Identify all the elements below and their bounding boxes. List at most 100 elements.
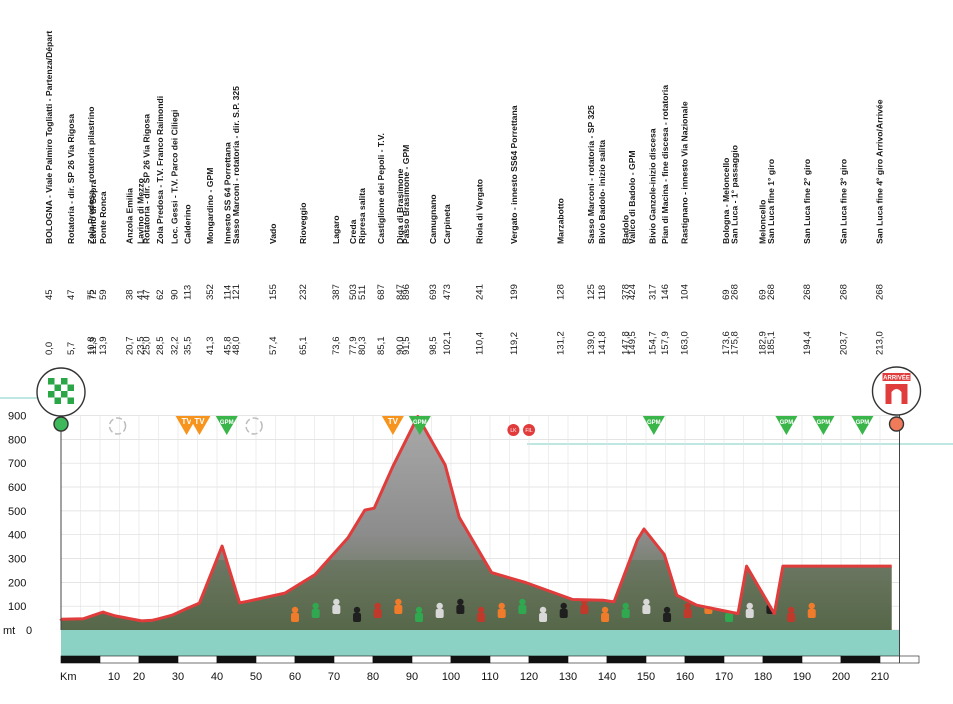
km-strip-segment	[411, 655, 452, 664]
waypoint-km: 45,8	[223, 337, 234, 356]
waypoint-km: 85,1	[376, 337, 387, 356]
waypoint-altitude: 72	[88, 289, 99, 300]
waypoint-altitude: 41	[136, 289, 147, 300]
waypoint-name: Marzabotto	[556, 198, 566, 244]
waypoint-name: Vado	[268, 223, 278, 244]
gpm-marker-label: GPM	[817, 420, 831, 426]
waypoint-altitude: 90	[170, 289, 181, 300]
rider-body	[311, 609, 320, 618]
x-tick-label: 10	[108, 671, 120, 683]
waypoint-km: 173,6	[721, 331, 732, 355]
rider-head	[498, 602, 505, 610]
rider-body	[663, 613, 672, 622]
waypoint-altitude: 352	[205, 284, 216, 300]
rider-head	[519, 598, 526, 606]
waypoint-altitude: 847	[395, 284, 406, 300]
waypoint-name: Ripresa salita	[357, 188, 367, 244]
waypoint-altitude: 424	[627, 284, 638, 300]
rider-head	[746, 602, 753, 610]
y-axis-unit: mt	[3, 625, 15, 637]
waypoint-name: Bivio Badolo- inizio salita	[597, 140, 607, 244]
waypoint-name: Rastignano - innesto Via Nazionale	[680, 101, 690, 244]
rider-body	[435, 609, 444, 618]
km-strip-segment	[567, 655, 608, 664]
waypoint-km: 110,4	[475, 332, 486, 355]
y-tick-label: 0	[26, 625, 32, 637]
tv-marker-label: TV	[181, 417, 192, 426]
rider-head	[436, 602, 443, 610]
waypoint-km: 25,0	[142, 337, 153, 356]
waypoint-km: 0,0	[44, 342, 55, 355]
rider-body	[394, 605, 403, 614]
waypoint-km: 20,7	[125, 337, 136, 356]
waypoint-altitude: 113	[182, 285, 193, 300]
waypoint-km: 13,9	[98, 337, 109, 356]
rider-head	[477, 606, 485, 614]
waypoint-name: San Luca - 1° passaggio	[730, 145, 740, 244]
waypoint-name: Mongardino - GPM	[205, 168, 215, 244]
checker-cell	[48, 391, 55, 398]
gpm-marker	[812, 416, 835, 435]
waypoint-name: BOLOGNA - Viale Palmiro Togliatti - Part…	[44, 31, 54, 244]
waypoint-altitude: 503	[348, 284, 359, 300]
waypoint-km: 41,3	[205, 337, 216, 356]
rider-body	[291, 613, 299, 622]
rider-head	[705, 598, 712, 606]
rider-body	[745, 609, 754, 618]
gpm-marker	[851, 416, 874, 435]
waypoint-name: Ponte Ronca	[98, 191, 108, 244]
rider-head	[560, 602, 567, 610]
tv-marker-label: TV	[388, 417, 399, 426]
y-tick-label: 700	[8, 458, 26, 470]
waypoint-altitude: 155	[268, 284, 279, 300]
waypoint-km: 213,0	[875, 331, 886, 355]
rider-body	[332, 605, 341, 614]
x-tick-label: 190	[793, 671, 811, 683]
feed-zone-label: FIL	[525, 428, 532, 434]
tv-marker	[188, 416, 211, 435]
km-strip-segment	[762, 655, 803, 664]
y-tick-label: 300	[8, 554, 26, 566]
rider-body	[642, 605, 651, 614]
waypoint-altitude: 45	[44, 289, 55, 300]
waypoint-altitude: 125	[586, 284, 597, 300]
waypoint-name: Innesto SS 64 Porrettana	[223, 142, 233, 244]
waypoint-km: 90,0	[395, 337, 406, 356]
x-tick-label: 60	[289, 671, 301, 683]
waypoint-km: 119,2	[509, 332, 520, 355]
waypoint-altitude: 378	[620, 284, 631, 300]
waypoint-name: Rotatoria - dir. SP 26 Via Rigosa	[142, 114, 152, 244]
waypoint-altitude: 38	[125, 289, 136, 300]
rider-body	[807, 609, 816, 618]
checker-cell	[54, 384, 61, 391]
rider-head	[622, 602, 629, 610]
km-strip-segment	[177, 655, 218, 664]
waypoint-name: Calderino	[182, 204, 192, 244]
x-tick-label: 70	[328, 671, 340, 683]
waypoint-km: 91,5	[401, 337, 412, 356]
rider-head	[808, 602, 815, 610]
waypoint-name: Rioveggio	[298, 202, 308, 244]
waypoint-altitude: 511	[357, 285, 368, 300]
waypoint-name: Castiglione dei Pepoli - T.V.	[376, 133, 386, 244]
waypoint-km: 48,0	[231, 337, 242, 356]
checker-cell	[48, 378, 55, 385]
km-strip-segment	[255, 655, 296, 664]
waypoint-altitude: 104	[680, 284, 691, 300]
rider-head	[539, 606, 547, 614]
waypoint-km: 194,4	[802, 331, 813, 355]
waypoint-km: 141,8	[597, 331, 608, 355]
waypoint-km: 11,3	[88, 337, 99, 355]
waypoint-km: 131,2	[556, 331, 567, 355]
rider-head	[601, 606, 609, 614]
waypoint-name: Rotatoria - dir. SP 26 Via Rigosa	[66, 114, 76, 244]
waypoint-km: 73,6	[331, 337, 342, 356]
waypoint-altitude: 47	[142, 289, 153, 300]
y-tick-label: 600	[8, 482, 26, 494]
waypoint-name: Vergato - innesto SS64 Porrettana	[509, 105, 519, 244]
finish-label: ARRIVÉE	[883, 374, 910, 382]
rider-head	[457, 598, 464, 606]
km-strip-segment	[99, 655, 140, 664]
